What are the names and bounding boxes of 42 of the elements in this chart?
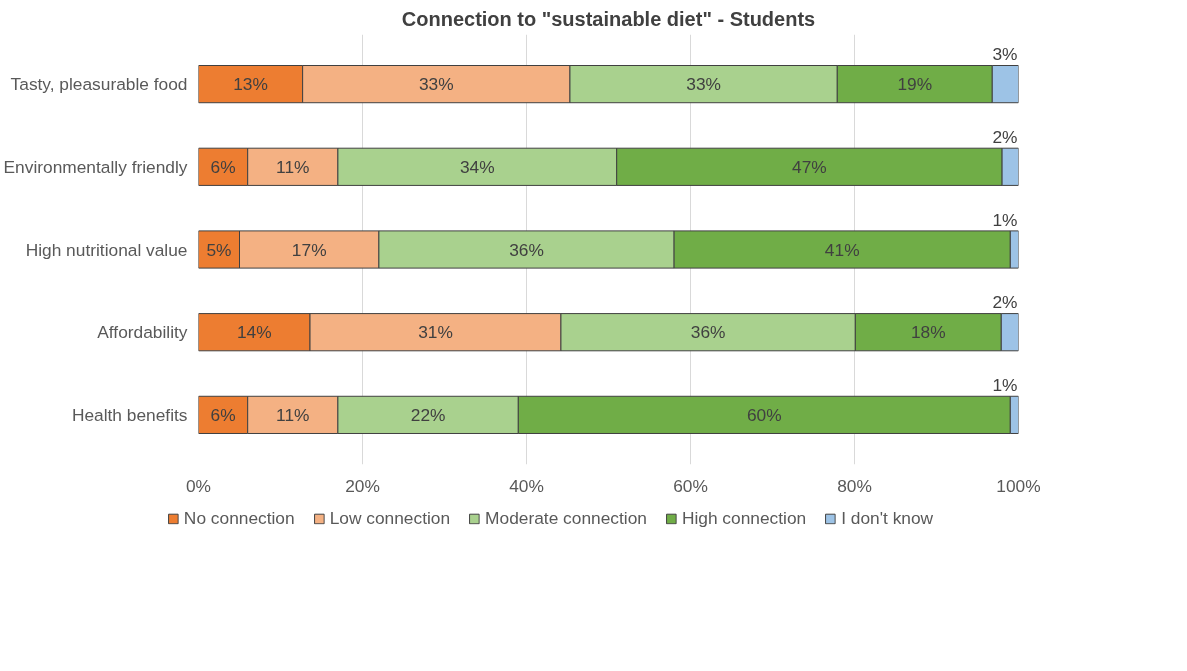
y-tick-label: High nutritional value [25, 239, 188, 260]
data-label: 31% [418, 322, 453, 343]
data-label: 1% [992, 209, 1018, 230]
chart-title: Connection to "sustainable diet" - Students [401, 7, 816, 30]
data-label: 22% [410, 404, 446, 425]
legend-label: Low connection [329, 507, 451, 529]
data-label: 47% [792, 156, 827, 177]
legend-label: No connection [183, 507, 295, 529]
x-tick-label: 40% [509, 475, 544, 496]
data-label: 19% [897, 74, 933, 95]
x-tick-label: 80% [837, 475, 872, 496]
legend-label: Moderate connection [485, 507, 647, 529]
data-label: 17% [291, 239, 327, 260]
data-label: 36% [509, 239, 544, 260]
legend-label: High connection [681, 507, 807, 529]
data-label: 18% [910, 322, 946, 343]
data-label: 14% [236, 322, 272, 343]
data-label: 34% [459, 156, 495, 177]
x-tick-label: 100% [996, 475, 1041, 496]
x-tick-label: 0% [185, 475, 212, 496]
x-tick-label: 60% [673, 475, 708, 496]
data-label: 3% [992, 44, 1018, 65]
data-label: 2% [992, 292, 1018, 313]
data-label: 11% [276, 404, 310, 425]
y-tick-label: Health benefits [71, 404, 188, 425]
y-tick-label: Affordability [97, 322, 188, 343]
data-label: 60% [746, 404, 782, 425]
data-label: 41% [824, 239, 860, 260]
legend-label: I don't know [841, 507, 934, 529]
data-label: 1% [992, 375, 1018, 396]
data-label: 5% [206, 239, 232, 260]
y-tick-label: Tasty, pleasurable food [10, 74, 188, 95]
x-tick-label: 20% [345, 475, 380, 496]
y-tick-label: Environmentally friendly [3, 156, 188, 177]
data-label: 6% [210, 404, 236, 425]
data-label: 33% [418, 74, 454, 95]
data-label: 36% [690, 322, 726, 343]
data-label: 2% [992, 126, 1018, 147]
data-label: 33% [686, 74, 721, 95]
data-label: 11% [276, 156, 310, 177]
data-label: 13% [233, 74, 268, 95]
data-label: 6% [210, 156, 236, 177]
